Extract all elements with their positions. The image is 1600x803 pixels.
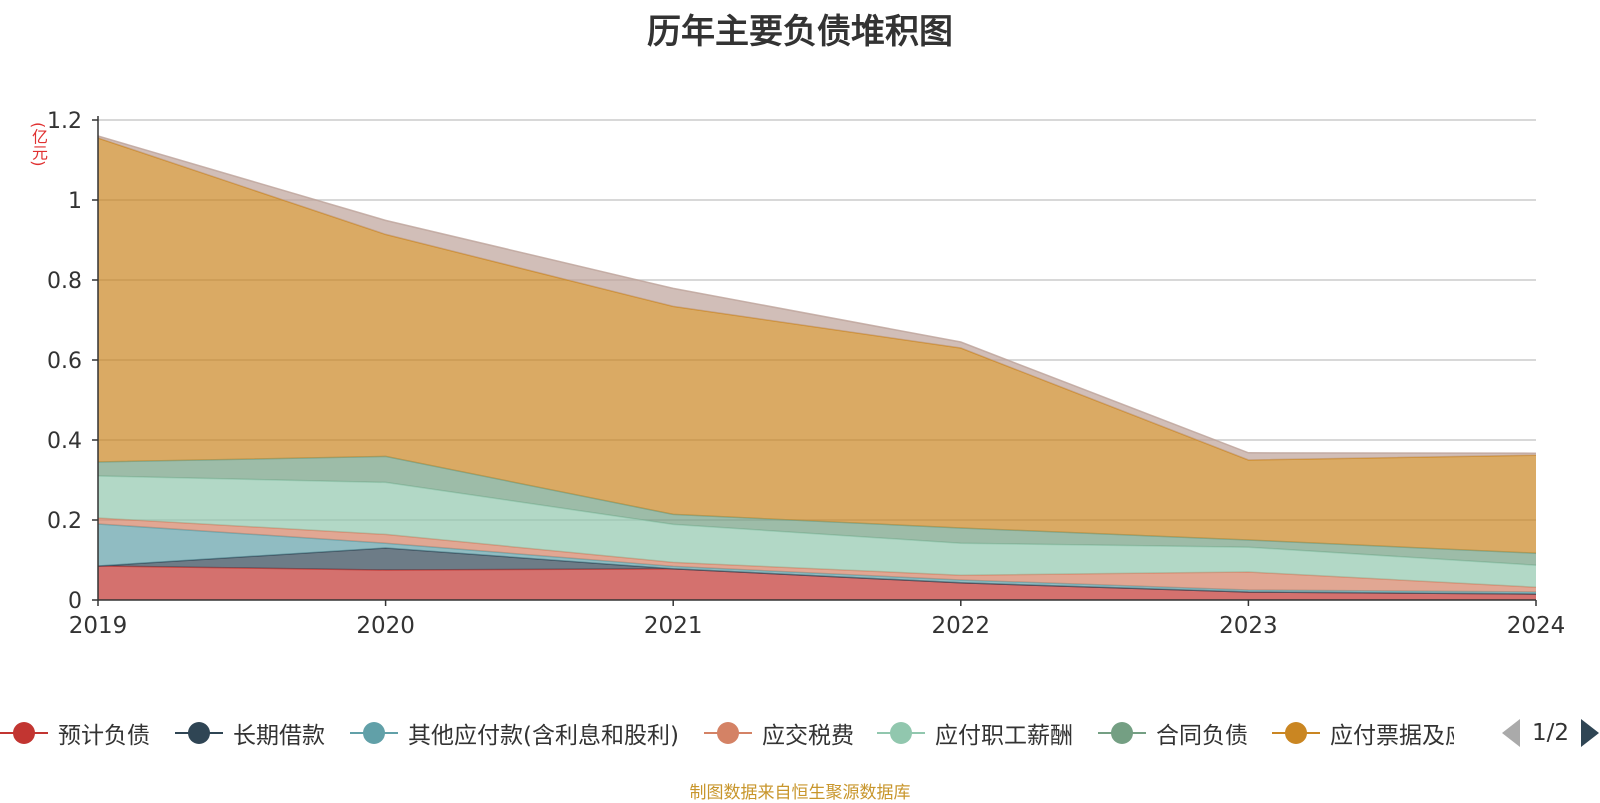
legend-label: 其他应付款(含利息和股利) (408, 723, 679, 749)
x-tick-label: 2024 (1507, 613, 1566, 639)
x-tick-label: 2023 (1219, 613, 1278, 639)
area-series (98, 566, 1536, 600)
legend-item[interactable]: 应交税费 (704, 716, 854, 750)
y-tick-label: 0.4 (47, 429, 82, 454)
area-series (98, 138, 1536, 554)
legend-label: 应付票据及应付账款 (1330, 723, 1454, 749)
legend-circle-icon (704, 716, 752, 750)
y-tick-label: 0.6 (47, 349, 82, 374)
legend-item[interactable]: 长期借款 (175, 716, 325, 750)
legend-circle-icon (1098, 716, 1146, 750)
area-series (98, 548, 1536, 594)
legend-item[interactable]: 其他应付款(含利息和股利) (350, 716, 679, 750)
data-source-note: 制图数据来自恒生聚源数据库 (689, 783, 911, 803)
y-tick-label: 0.8 (47, 269, 82, 294)
stacked-area-chart: 0 0.2 0.4 0.6 0.8 1 1.2 2019 2020 2021 2022 2023 202… (47, 109, 1566, 639)
legend-item[interactable]: 预计负债 (0, 716, 150, 750)
legend-label: 长期借款 (233, 723, 325, 749)
x-tick-label: 2019 (69, 613, 128, 639)
legend-circle-icon (877, 716, 925, 750)
x-tick-label: 2021 (644, 613, 703, 639)
series-line (97, 137, 1537, 461)
next-page-icon[interactable] (1581, 719, 1600, 747)
prev-page-icon[interactable] (1502, 719, 1520, 747)
y-tick-label: 0 (68, 589, 82, 614)
legend-pager: 1/2 (1500, 716, 1600, 750)
area-series (98, 456, 1536, 566)
y-tick-label: 1 (68, 189, 82, 214)
chart-title: 历年主要负债堆积图 (647, 12, 953, 52)
legend-item[interactable]: 合同负债 (1098, 716, 1248, 750)
legend-label: 应交税费 (762, 723, 854, 749)
legend-circle-icon (350, 716, 398, 750)
legend-item[interactable]: 应付票据及应付账款 (1272, 716, 1454, 750)
series-line (97, 135, 1537, 454)
area-series (98, 476, 1536, 588)
legend-circle-icon (0, 716, 48, 750)
legend-label: 应付职工薪酬 (935, 723, 1073, 749)
legend-circle-icon (1272, 716, 1320, 750)
legend-item[interactable]: 应付职工薪酬 (877, 716, 1073, 750)
page-indicator: 1/2 (1532, 720, 1570, 746)
y-tick-label: 1.2 (47, 109, 82, 134)
x-tick-label: 2020 (356, 613, 415, 639)
y-axis-unit-label: (亿元) (29, 122, 48, 167)
legend-label: 预计负债 (58, 723, 150, 749)
legend-label: 合同负债 (1156, 723, 1248, 749)
y-tick-label: 0.2 (47, 509, 82, 534)
legend-circle-icon (175, 716, 223, 750)
x-tick-label: 2022 (932, 613, 991, 639)
legend: 预计负债 长期借款 其他应付款(含利息和股利) 应交税费 应付职工薪酬 合同负债… (0, 716, 1600, 750)
